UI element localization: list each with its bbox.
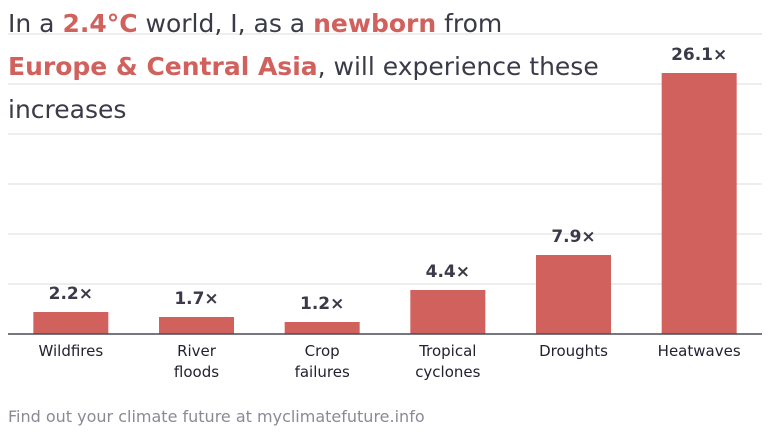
headline-line-2: Europe & Central Asia, will experience t… — [8, 52, 599, 81]
category-label: Tropical cyclones — [415, 342, 480, 381]
bars — [33, 73, 737, 334]
warming-level: 2.4°C — [62, 9, 138, 38]
headline-text: In a — [8, 9, 63, 38]
bar — [661, 73, 737, 334]
value-label: 2.2× — [49, 284, 93, 304]
bar — [536, 255, 611, 334]
value-labels: 2.2× 1.7× 1.2× 4.4× 7.9× 26.1× — [49, 45, 728, 314]
value-label: 1.7× — [174, 289, 218, 309]
bar — [159, 317, 234, 334]
age-group: newborn — [313, 9, 437, 38]
headline-line-1: In a 2.4°C world, I, as a newborn from — [8, 9, 502, 38]
headline-line-3: increases — [8, 95, 127, 124]
headline-text: world, I, as a — [137, 9, 314, 38]
category-label: Crop failures — [295, 342, 350, 381]
category-label: Heatwaves — [658, 342, 741, 360]
bar — [410, 290, 486, 334]
footer-note: Find out your climate future at myclimat… — [8, 407, 425, 426]
region-name: Europe & Central Asia — [8, 52, 318, 81]
category-label: Wildfires — [38, 342, 103, 360]
gridlines — [8, 33, 762, 285]
value-label: 26.1× — [671, 45, 727, 65]
value-label: 1.2× — [300, 294, 344, 314]
category-label: River floods — [174, 342, 219, 381]
category-labels: Wildfires River floods Crop failures Tropical… — [38, 342, 740, 381]
category-label: Droughts — [539, 342, 608, 360]
bar — [284, 322, 360, 334]
headline-text: , will experience these — [317, 52, 599, 81]
headline-text: from — [436, 9, 503, 38]
chart-headline: In a 2.4°C world, I, as a newborn from E… — [8, 2, 599, 131]
value-label: 4.4× — [426, 262, 470, 282]
value-label: 7.9× — [551, 227, 595, 247]
bar — [33, 312, 109, 334]
